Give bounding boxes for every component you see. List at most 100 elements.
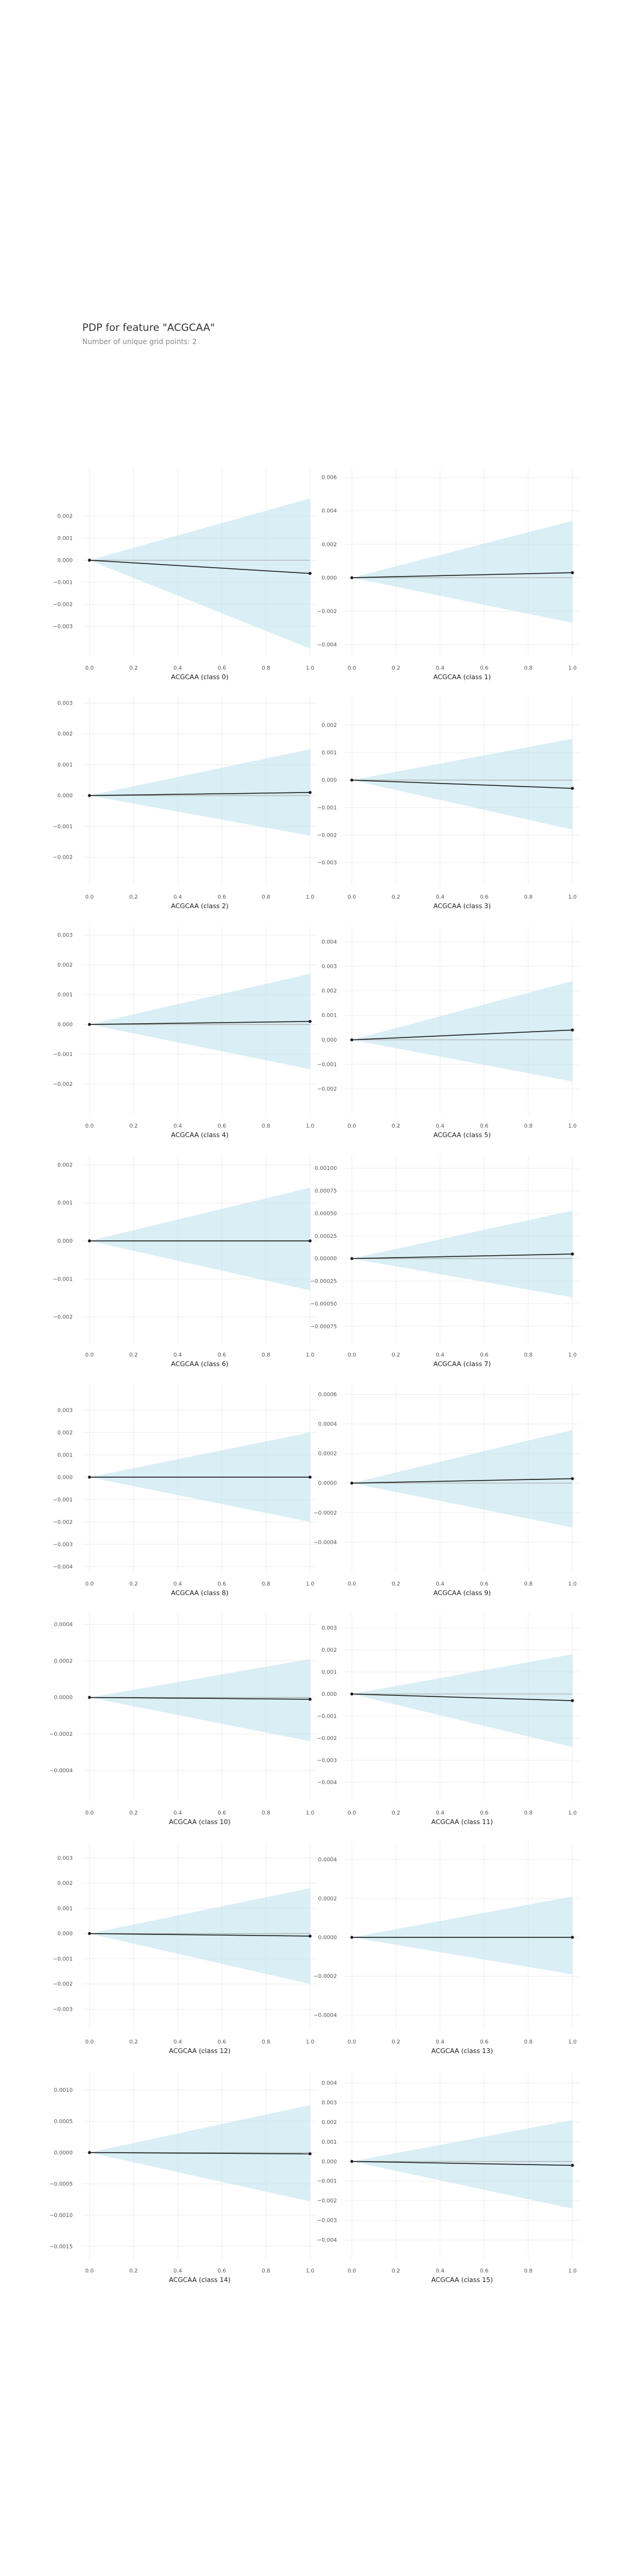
x-axis-label: ACGCAA (class 10) — [169, 1818, 230, 1826]
x-tick-label: 0.6 — [480, 1352, 489, 1358]
y-tick-label: 0.000 — [57, 793, 73, 799]
y-tick-label: 0.000 — [321, 1038, 337, 1044]
x-tick-label: 1.0 — [306, 894, 315, 900]
pdp-line — [89, 792, 311, 796]
pdp-line — [89, 559, 311, 574]
x-tick-label: 0.2 — [129, 665, 138, 671]
x-tick-label: 0.4 — [174, 2039, 182, 2045]
y-tick-label: −0.0015 — [49, 2244, 73, 2250]
pdp-point — [308, 1239, 312, 1243]
x-tick-label: 0.6 — [480, 1581, 489, 1587]
x-tick-label: 0.8 — [524, 2268, 533, 2274]
y-tick-label: −0.002 — [53, 602, 73, 608]
y-tick-label: −0.002 — [317, 833, 337, 839]
y-tick-label: −0.003 — [317, 2218, 337, 2224]
y-tick-label: 0.000 — [321, 2159, 337, 2165]
x-tick-label: 0.4 — [174, 894, 182, 900]
confidence-band — [89, 498, 310, 649]
y-tick-label: 0.000 — [57, 1022, 73, 1028]
y-tick-label: −0.001 — [53, 580, 73, 586]
pdp-point — [350, 778, 354, 782]
x-axis-label: ACGCAA (class 12) — [169, 2047, 230, 2055]
y-tick-label: 0.00075 — [315, 1188, 337, 1194]
y-tick-label: 0.004 — [321, 939, 337, 945]
pdp-point — [350, 1038, 354, 1042]
x-tick-label: 0.0 — [348, 1123, 357, 1129]
x-tick-label: 0.0 — [348, 2268, 357, 2274]
x-tick-label: 0.2 — [392, 2039, 400, 2045]
x-tick-label: 0.0 — [348, 894, 357, 900]
pdp-point — [88, 1475, 91, 1479]
y-tick-label: −0.001 — [317, 805, 337, 811]
x-tick-label: 0.2 — [392, 1581, 400, 1587]
x-tick-label: 0.2 — [129, 1123, 138, 1129]
pdp-line — [351, 572, 573, 578]
x-tick-label: 0.8 — [524, 1352, 533, 1358]
x-tick-label: 0.6 — [480, 894, 489, 900]
x-tick-label: 0.2 — [129, 1810, 138, 1816]
x-tick-label: 0.8 — [524, 1123, 533, 1129]
y-tick-label: 0.001 — [57, 1906, 73, 1912]
x-tick-label: 0.2 — [392, 894, 400, 900]
x-tick-label: 1.0 — [568, 1123, 577, 1129]
y-tick-label: 0.003 — [57, 701, 73, 707]
confidence-band — [89, 1187, 310, 1291]
y-tick-label: −0.001 — [317, 1714, 337, 1720]
y-tick-label: 0.001 — [57, 535, 73, 541]
x-tick-label: 0.2 — [129, 1581, 138, 1587]
y-tick-label: −0.001 — [317, 1062, 337, 1068]
y-tick-label: −0.002 — [317, 2199, 337, 2205]
y-tick-label: 0.002 — [321, 2120, 337, 2126]
x-tick-label: 0.4 — [174, 1352, 182, 1358]
pdp-point — [308, 791, 312, 794]
x-tick-label: 0.4 — [174, 665, 182, 671]
y-tick-label: −0.004 — [317, 2238, 338, 2244]
y-tick-label: −0.0004 — [314, 1540, 337, 1546]
x-axis-label: ACGCAA (class 14) — [169, 2276, 230, 2284]
x-tick-label: 0.6 — [218, 2268, 227, 2274]
pdp-point — [308, 2152, 312, 2156]
y-tick-label: −0.001 — [317, 2179, 337, 2185]
pdp-point — [88, 794, 91, 797]
x-tick-label: 0.2 — [392, 665, 400, 671]
y-tick-label: −0.0002 — [49, 1732, 73, 1738]
y-tick-label: 0.00100 — [315, 1166, 337, 1172]
y-tick-label: 0.004 — [321, 509, 337, 515]
x-tick-label: 1.0 — [568, 1581, 577, 1587]
x-axis-label: ACGCAA (class 1) — [434, 673, 491, 681]
pdp-point — [571, 1252, 574, 1256]
x-tick-label: 0.0 — [348, 2039, 357, 2045]
y-tick-label: 0.003 — [57, 933, 73, 939]
x-tick-label: 1.0 — [306, 2039, 315, 2045]
x-tick-label: 1.0 — [306, 2268, 315, 2274]
x-tick-label: 0.4 — [436, 1810, 445, 1816]
confidence-band — [352, 1210, 572, 1298]
x-tick-label: 0.4 — [436, 2039, 445, 2045]
x-tick-label: 1.0 — [568, 1810, 577, 1816]
pdp-line — [351, 1253, 573, 1259]
y-tick-label: 0.002 — [321, 723, 337, 729]
pdp-point — [350, 1936, 354, 1939]
y-tick-label: 0.003 — [57, 1408, 73, 1414]
x-tick-label: 0.0 — [85, 2039, 94, 2045]
y-tick-label: −0.003 — [53, 2007, 73, 2012]
x-tick-label: 1.0 — [568, 2039, 577, 2045]
confidence-band — [352, 981, 572, 1082]
pdp-line — [89, 1021, 311, 1025]
pdp-point — [88, 1696, 91, 1699]
confidence-band — [89, 749, 310, 836]
y-tick-label: 0.002 — [321, 1648, 337, 1654]
x-axis-label: ACGCAA (class 0) — [171, 673, 228, 681]
y-tick-label: 0.003 — [321, 2100, 337, 2106]
y-tick-label: 0.000 — [57, 1239, 73, 1244]
x-tick-label: 0.0 — [348, 1581, 357, 1587]
y-tick-label: 0.000 — [57, 1931, 73, 1937]
pdp-point — [308, 1698, 312, 1701]
pdp-point — [88, 1932, 91, 1936]
confidence-band — [89, 974, 310, 1069]
pdp-point — [350, 1257, 354, 1261]
x-tick-label: 0.2 — [392, 1352, 400, 1358]
x-axis-label: ACGCAA (class 3) — [434, 902, 491, 910]
pdp-line — [89, 1696, 311, 1700]
y-tick-label: 0.001 — [57, 762, 73, 768]
